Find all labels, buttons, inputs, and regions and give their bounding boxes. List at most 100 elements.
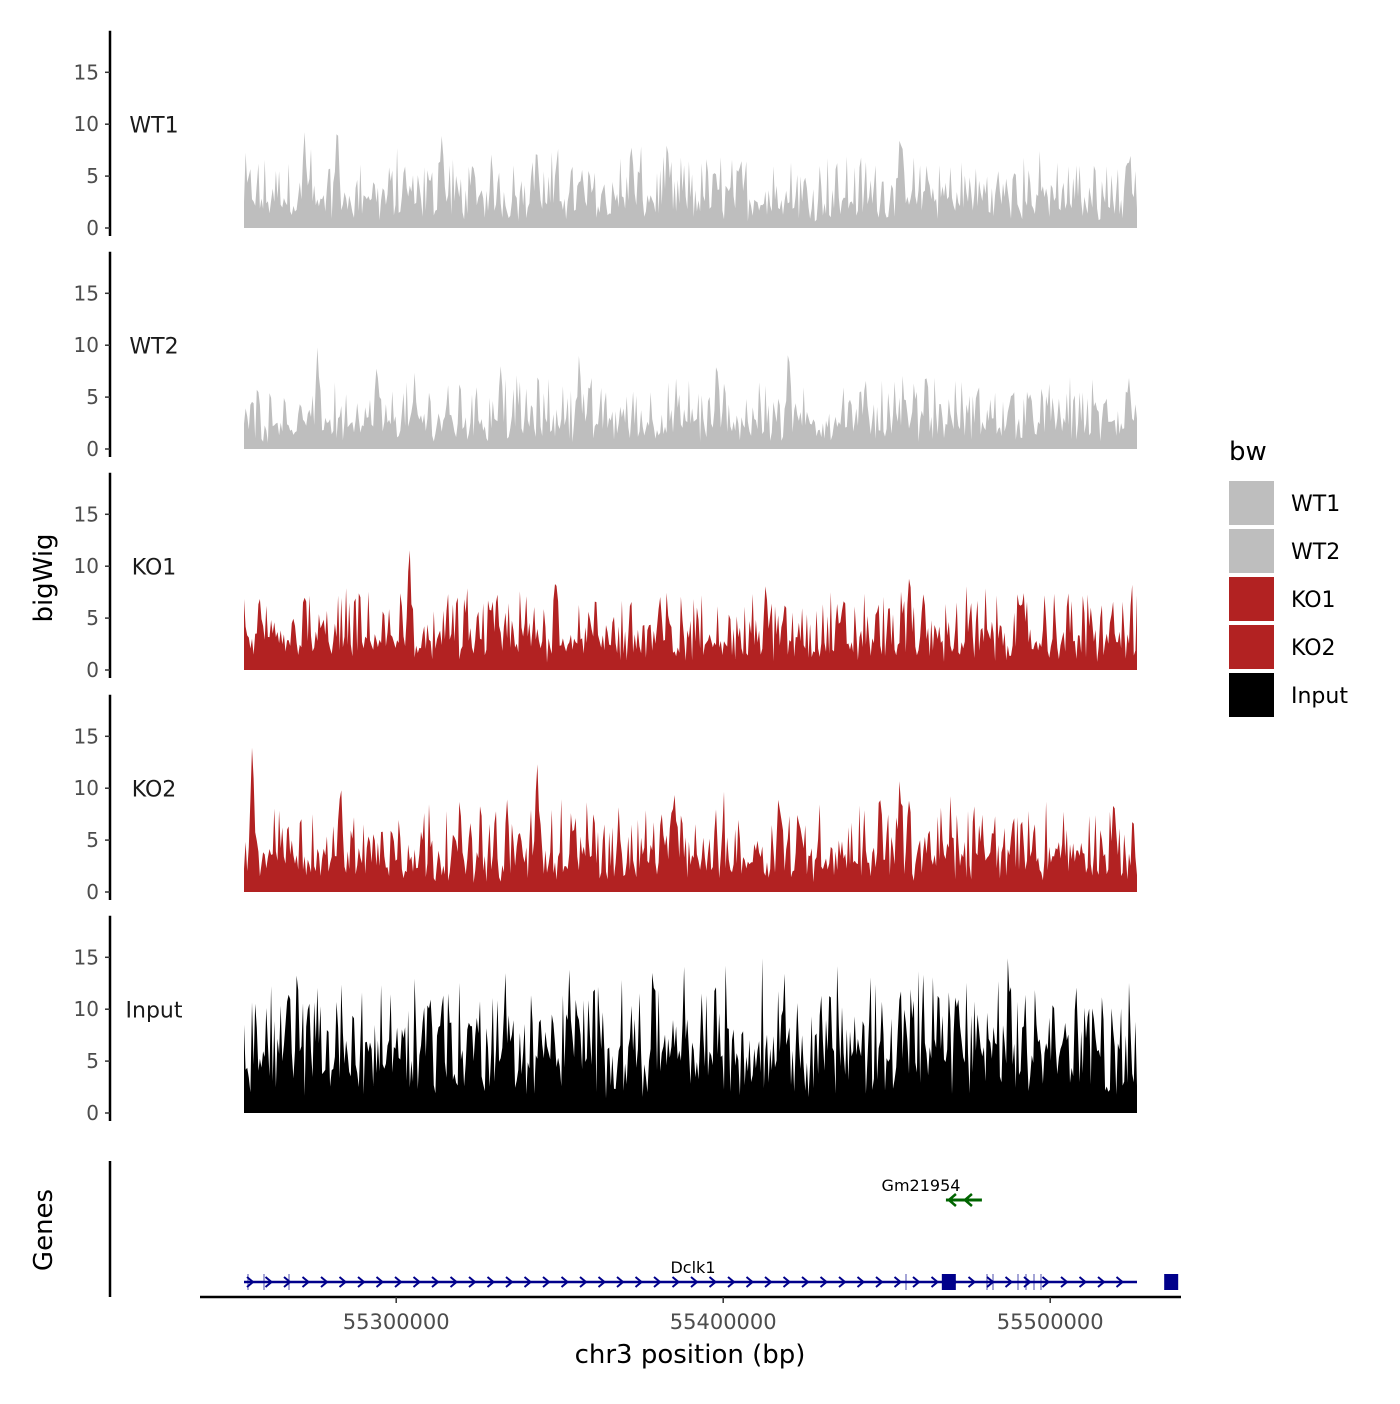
strand-arrow: [893, 1276, 903, 1288]
legend: bw WT1 WT2 KO1 KO2 Input: [1229, 437, 1348, 717]
strand-arrow: [542, 1276, 551, 1288]
strand-arrow: [912, 1276, 921, 1288]
strand-arrow: [412, 1276, 422, 1288]
strand-arrow: [653, 1276, 662, 1288]
legend-label-WT1: WT1: [1291, 492, 1340, 517]
track-label: WT1: [129, 114, 178, 139]
strand-arrow: [320, 1276, 329, 1288]
legend-label-KO2: KO2: [1291, 636, 1336, 661]
strand-arrow: [856, 1276, 866, 1288]
y-tick-label: 15: [74, 502, 99, 526]
track-label: KO1: [132, 556, 177, 581]
strand-arrow: [782, 1276, 792, 1288]
legend-key-WT2: [1229, 529, 1274, 573]
y-tick-label: 5: [86, 164, 99, 188]
signal-area-WT2: [244, 347, 1137, 449]
y-tick-label: 15: [74, 281, 99, 305]
legend-label-WT2: WT2: [1291, 540, 1340, 565]
exon-block: [1164, 1274, 1179, 1290]
strand-arrow: [875, 1276, 884, 1288]
y-tick-label: 0: [86, 880, 99, 904]
legend-key-KO1: [1229, 577, 1274, 621]
y-tick-label: 10: [74, 776, 99, 800]
y-tick-label: 0: [86, 216, 99, 240]
legend-key-Input: [1229, 673, 1274, 717]
strand-arrow: [963, 1193, 973, 1207]
strand-arrow: [671, 1276, 681, 1288]
track-WT2: 0 5 10 15 WT2: [74, 251, 1137, 461]
strand-arrow: [394, 1276, 403, 1288]
strand-arrow: [301, 1276, 311, 1288]
exon-block: [941, 1274, 956, 1290]
gene-label-Dclk1: Dclk1: [670, 1258, 715, 1277]
strand-arrow: [801, 1276, 810, 1288]
strand-arrow: [838, 1276, 847, 1288]
strand-arrow: [634, 1276, 644, 1288]
y-tick-label: 0: [86, 437, 99, 461]
y-tick-label: 10: [74, 997, 99, 1021]
track-Input: 0 5 10 15 Input: [74, 915, 1137, 1125]
strand-arrow: [930, 1276, 940, 1288]
strand-arrow: [1060, 1276, 1069, 1288]
x-tick-label: 55300000: [343, 1310, 450, 1334]
legend-label-KO1: KO1: [1291, 588, 1336, 613]
strand-arrow: [431, 1276, 440, 1288]
y-tick-label: 0: [86, 658, 99, 682]
gene-track: 55300000 55400000 55500000 Dclk1 Gm21954: [108, 1161, 1181, 1334]
strand-arrow: [745, 1276, 755, 1288]
strand-arrow: [764, 1276, 773, 1288]
strand-arrow: [819, 1276, 829, 1288]
gene-label-Gm21954: Gm21954: [882, 1176, 961, 1195]
strand-arrow: [708, 1276, 718, 1288]
bigwig-tracks: 0 5 10 15 WT1 0 5 10 15 WT2 0 5 10 15 KO1 0 5 10 15 KO2 0 5 10…: [74, 30, 1137, 1125]
strand-arrow: [560, 1276, 570, 1288]
genes-axis-title: Genes: [29, 1189, 59, 1271]
strand-arrow: [616, 1276, 625, 1288]
strand-arrow: [1078, 1276, 1088, 1288]
y-tick-label: 15: [74, 724, 99, 748]
strand-arrow: [523, 1276, 533, 1288]
track-label: Input: [126, 999, 183, 1024]
strand-arrow: [1041, 1276, 1051, 1288]
track-KO2: 0 5 10 15 KO2: [74, 694, 1137, 904]
strand-arrow: [579, 1276, 588, 1288]
strand-arrow: [597, 1276, 607, 1288]
strand-arrow: [375, 1276, 385, 1288]
track-label: KO2: [132, 778, 177, 803]
track-label: WT2: [129, 335, 178, 360]
y-tick-label: 5: [86, 606, 99, 630]
x-axis-title: chr3 position (bp): [575, 1340, 806, 1370]
y-tick-label: 5: [86, 1049, 99, 1073]
x-tick-label: 55500000: [997, 1310, 1104, 1334]
strand-arrow: [967, 1276, 977, 1288]
y-tick-label: 5: [86, 385, 99, 409]
signal-area-KO2: [244, 747, 1137, 892]
strand-arrow: [727, 1276, 736, 1288]
strand-arrow: [1097, 1276, 1106, 1288]
y-tick-label: 0: [86, 1101, 99, 1125]
track-WT1: 0 5 10 15 WT1: [74, 30, 1137, 240]
track-KO1: 0 5 10 15 KO1: [74, 472, 1137, 682]
y-tick-label: 5: [86, 828, 99, 852]
y-tick-label: 10: [74, 554, 99, 578]
y-tick-label: 15: [74, 945, 99, 969]
signal-area-WT1: [244, 132, 1137, 228]
strand-arrow: [1115, 1276, 1125, 1288]
signal-area-KO1: [244, 550, 1137, 670]
legend-key-KO2: [1229, 625, 1274, 669]
legend-key-WT1: [1229, 481, 1274, 525]
legend-label-Input: Input: [1291, 684, 1348, 709]
strand-arrow: [947, 1193, 957, 1207]
strand-arrow: [264, 1276, 274, 1288]
strand-arrow: [449, 1276, 459, 1288]
strand-arrow: [338, 1276, 348, 1288]
strand-arrow: [486, 1276, 496, 1288]
strand-arrow: [690, 1276, 699, 1288]
signal-area-Input: [244, 958, 1137, 1113]
x-tick-label: 55400000: [670, 1310, 777, 1334]
strand-arrow: [468, 1276, 477, 1288]
strand-arrow: [357, 1276, 366, 1288]
strand-arrow: [505, 1276, 514, 1288]
legend-title: bw: [1229, 437, 1267, 467]
